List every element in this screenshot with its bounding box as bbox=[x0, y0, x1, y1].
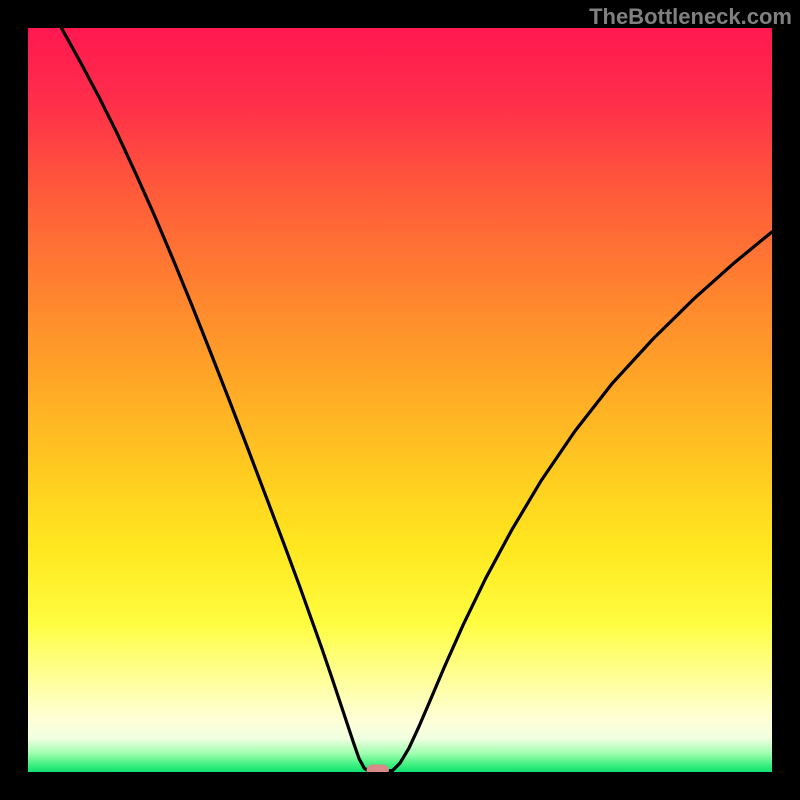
chart-frame: TheBottleneck.com bbox=[0, 0, 800, 800]
attribution-text: TheBottleneck.com bbox=[589, 4, 792, 29]
chart-svg: TheBottleneck.com bbox=[0, 0, 800, 800]
gradient-background bbox=[28, 28, 772, 772]
